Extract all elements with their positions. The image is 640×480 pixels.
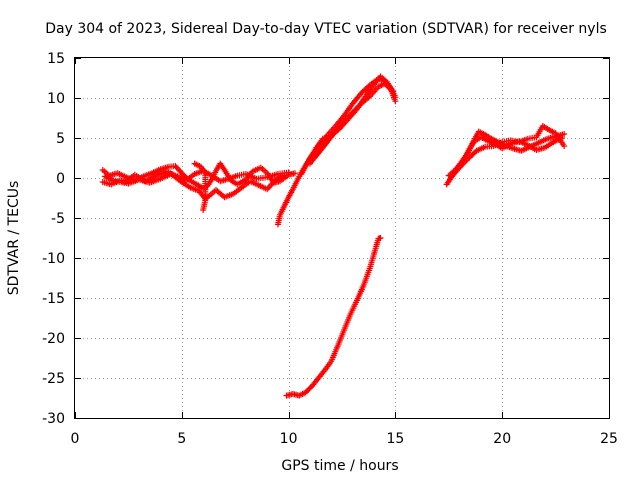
- y-ticks: -30 -25 -20 -15 -10 -5 0 5 10 15: [42, 51, 609, 427]
- y-tick-label: 10: [47, 91, 65, 107]
- data-series: [99, 73, 568, 399]
- y-tick-label: -20: [42, 331, 65, 347]
- chart-title: Day 304 of 2023, Sidereal Day-to-day VTE…: [45, 21, 607, 37]
- y-tick-label: -30: [42, 411, 65, 427]
- x-tick-label: 5: [177, 431, 186, 447]
- y-tick-label: 5: [56, 131, 65, 147]
- y-tick-label: -15: [42, 291, 65, 307]
- x-axis-label: GPS time / hours: [281, 458, 398, 474]
- data-point: [200, 207, 207, 213]
- series-rise-3: [311, 73, 397, 161]
- x-tick-label: 20: [493, 431, 511, 447]
- series-track-c: [101, 167, 292, 186]
- series-evening-3: [447, 123, 568, 181]
- y-tick-label: -10: [42, 251, 65, 267]
- data-point: [377, 235, 384, 241]
- data-point: [390, 88, 397, 95]
- plot-frame: [74, 57, 610, 419]
- data-point: [561, 143, 568, 149]
- y-axis-label: SDTVAR / TECUs: [6, 181, 22, 296]
- x-tick-label: 10: [280, 431, 298, 447]
- data-point: [392, 98, 399, 105]
- series-spike-6: [191, 160, 209, 213]
- x-ticks: 0 5 10 15 20 25: [71, 58, 618, 447]
- series-low-track: [283, 235, 384, 399]
- x-tick-label: 25: [600, 431, 618, 447]
- x-tick-label: 15: [386, 431, 404, 447]
- data-point: [292, 170, 299, 177]
- grid: [75, 58, 609, 418]
- data-point: [285, 169, 292, 176]
- y-tick-label: 15: [47, 51, 65, 67]
- y-tick-label: 0: [56, 171, 65, 187]
- data-point: [561, 131, 568, 137]
- y-tick-label: -25: [42, 371, 65, 387]
- y-tick-label: -5: [51, 211, 65, 227]
- x-tick-label: 0: [71, 431, 80, 447]
